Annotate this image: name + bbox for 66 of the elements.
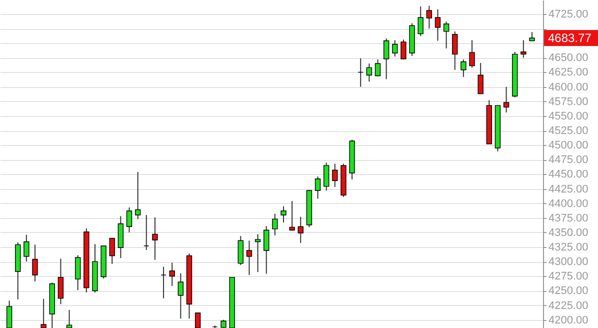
candlestick [6,300,12,328]
y-tick-label: 4575.00 [548,96,588,108]
candlestick [118,216,124,259]
candlestick [332,163,338,188]
candlestick [452,30,458,70]
y-tick-label: 4400.00 [548,198,588,210]
candlestick [40,298,46,328]
candlestick [400,39,406,60]
candlestick [134,171,141,220]
candlestick [460,58,466,78]
candlestick [426,5,432,30]
y-tick-label: 4650.00 [548,52,588,64]
y-tick-label: 4625.00 [548,66,588,79]
candlestick [298,216,304,244]
candlestick [366,63,372,82]
y-tick-label: 4375.00 [548,212,588,224]
candlestick [469,40,475,68]
candlestick [58,258,64,305]
candlestick [74,254,81,291]
candlestick [160,266,166,299]
candlestick [264,226,270,274]
y-tick-label: 4300.00 [548,256,588,268]
candlestick [152,216,158,260]
candlestick [24,234,30,262]
candlestick [374,58,381,77]
candlestick [392,40,398,58]
candlestick [314,176,321,200]
text: 4683.77 [548,31,592,46]
candlestick [246,240,252,276]
candlestick [126,206,132,233]
candlestick [169,262,175,287]
candlestick [358,58,364,88]
y-tick-label: 4500.00 [548,140,588,152]
y-tick-label: 4250.00 [548,285,588,298]
y-tick-label: 4475.00 [548,154,588,166]
candlestick [144,214,150,250]
candlestick [238,235,244,266]
candlestick [194,312,201,328]
y-tick-label: 4550.00 [548,110,588,122]
candlestick [323,162,330,192]
candlestick [289,200,295,232]
y-tick-label: 4725.00 [548,8,588,20]
candlestick [178,272,184,320]
candlestick [212,325,218,328]
candlestick [109,238,115,264]
candlestick [434,8,441,42]
y-tick-label: 4325.00 [548,242,588,254]
candlestick [272,213,278,236]
candlestick [254,234,261,273]
candlestick [478,62,484,94]
candlestick [418,6,424,37]
y-tick-label: 4425.00 [548,183,588,196]
y-tick-label: 4225.00 [548,300,588,312]
candlestick [383,38,390,80]
y-tick-label: 4350.00 [548,226,588,239]
candlestick [280,206,286,224]
candlestick [443,21,450,49]
candlestick [66,309,72,328]
candlestick [32,244,38,282]
y-tick-label: 4275.00 [548,270,588,283]
y-tick-label: 4525.00 [548,125,588,137]
y-tick-label: 4450.00 [548,168,588,181]
candlestick [503,86,510,113]
y-tick-label: 4600.00 [548,81,588,94]
candlestick [520,40,526,58]
y-tick-label: 4200.00 [548,314,588,326]
